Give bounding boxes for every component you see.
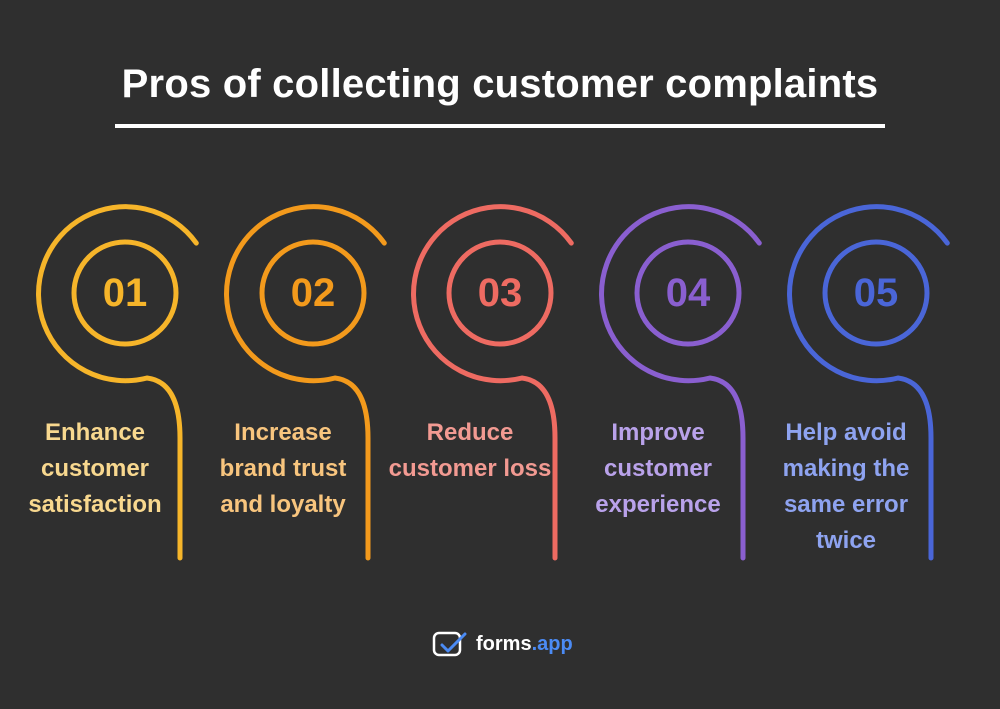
connector-arc-05 bbox=[787, 204, 950, 561]
forms-app-logo: forms.app bbox=[432, 628, 573, 660]
step-label-line: same error bbox=[783, 491, 909, 518]
step-label-line: twice bbox=[815, 527, 877, 554]
step-label: Increase brand trust and loyalty bbox=[198, 415, 368, 523]
step-label: Improve customer experience bbox=[573, 415, 743, 523]
title-underline bbox=[115, 124, 885, 128]
step-label-line: making the bbox=[782, 455, 910, 482]
step-label: Reduce customer loss bbox=[385, 415, 555, 487]
step-label-line: Enhance bbox=[44, 419, 146, 446]
number-ring-05 bbox=[822, 239, 930, 347]
brand-name: forms bbox=[476, 632, 532, 655]
step-number: 03 bbox=[477, 271, 523, 315]
connector-arc-04 bbox=[599, 204, 762, 561]
number-ring-02 bbox=[259, 239, 367, 347]
step-label-line: Increase bbox=[234, 419, 332, 446]
step-label-line: customer bbox=[603, 455, 713, 482]
connector-arc-01 bbox=[36, 204, 199, 561]
step-label: Enhance customer satisfaction bbox=[10, 415, 180, 523]
brand-tld: .app bbox=[531, 632, 573, 655]
step-label-line: customer bbox=[40, 455, 150, 482]
step-label: Help avoid making the same error twice bbox=[761, 415, 931, 559]
step-label-line: Help avoid bbox=[785, 419, 907, 446]
step-label-line: Improve bbox=[611, 419, 705, 446]
step-label-line: brand trust bbox=[219, 455, 347, 482]
step-label-line: and loyalty bbox=[220, 491, 346, 518]
number-ring-01 bbox=[71, 239, 179, 347]
connector-arc-03 bbox=[411, 204, 574, 561]
step-label-line: Reduce bbox=[426, 419, 514, 446]
step-label-line: satisfaction bbox=[28, 491, 162, 518]
forms-app-logo-icon bbox=[432, 631, 467, 657]
number-ring-04 bbox=[634, 239, 742, 347]
page-title: Pros of collecting customer complaints bbox=[121, 62, 879, 106]
step-number: 01 bbox=[102, 271, 148, 315]
step-number: 04 bbox=[665, 271, 711, 315]
step-label-line: customer loss bbox=[388, 455, 552, 482]
step-label-line: experience bbox=[595, 491, 721, 518]
step-number: 05 bbox=[853, 271, 899, 315]
forms-app-wordmark: forms.app bbox=[476, 633, 573, 656]
number-ring-03 bbox=[446, 239, 554, 347]
step-number: 02 bbox=[290, 271, 336, 315]
connector-arc-02 bbox=[224, 204, 387, 561]
